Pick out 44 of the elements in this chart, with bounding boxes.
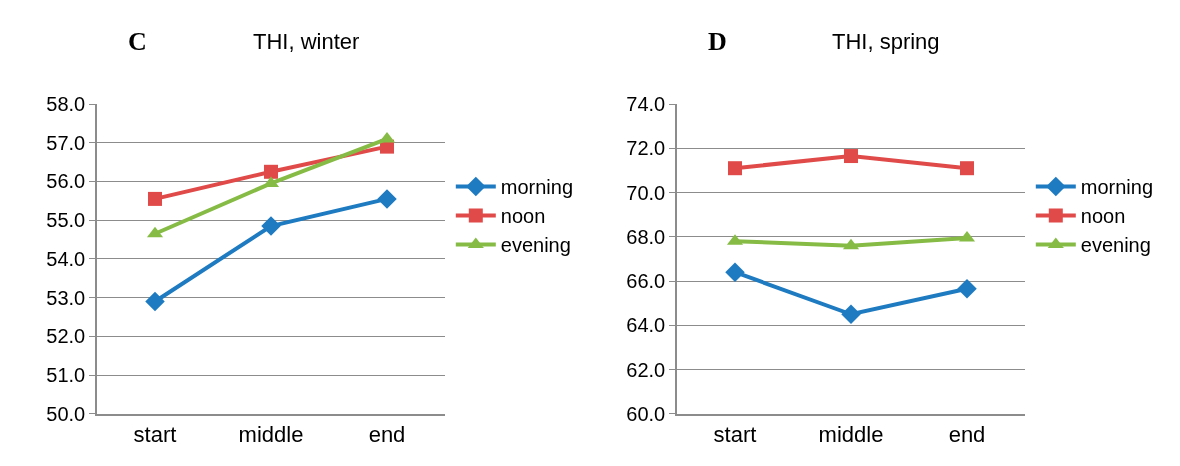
chart-title: THI, winter bbox=[253, 29, 360, 54]
y-tick-label: 66.0 bbox=[626, 270, 666, 293]
y-tick-label: 51.0 bbox=[46, 364, 86, 387]
y-tick-label: 68.0 bbox=[626, 225, 666, 248]
y-tick-label: 70.0 bbox=[626, 181, 666, 204]
point bbox=[844, 149, 858, 164]
y-tick-label: 60.0 bbox=[626, 402, 666, 425]
point bbox=[264, 164, 278, 179]
x-tick-label: end bbox=[368, 422, 406, 447]
y-tick-label: 58.0 bbox=[46, 93, 86, 116]
legend-label: evening bbox=[500, 234, 571, 257]
y-tick-label: 55.0 bbox=[46, 209, 86, 232]
text: D bbox=[708, 27, 727, 56]
y-tick-label: 62.0 bbox=[626, 358, 666, 381]
point bbox=[148, 191, 162, 206]
y-tick-label: 52.0 bbox=[46, 325, 86, 348]
text: C bbox=[128, 27, 147, 56]
point bbox=[841, 304, 861, 325]
x-tick-label: start bbox=[133, 422, 177, 447]
x-tick-label: end bbox=[948, 422, 986, 447]
point bbox=[377, 189, 397, 209]
y-tick-label: 56.0 bbox=[46, 170, 86, 193]
x-tick-label: middle bbox=[818, 422, 884, 447]
y-tick-label: 50.0 bbox=[46, 402, 86, 425]
point bbox=[957, 279, 977, 299]
y-tick-label: 53.0 bbox=[46, 286, 86, 309]
y-tick-label: 54.0 bbox=[46, 247, 86, 270]
y-tick-label: 74.0 bbox=[626, 93, 666, 116]
point bbox=[145, 291, 165, 312]
legend-label: noon bbox=[500, 205, 546, 228]
legend-label: morning bbox=[500, 176, 574, 199]
legend-label: evening bbox=[1080, 234, 1151, 257]
y-tick-label: 64.0 bbox=[626, 314, 666, 337]
chart-title: THI, spring bbox=[832, 29, 940, 54]
y-tick-label: 72.0 bbox=[626, 137, 666, 160]
point bbox=[261, 216, 281, 236]
x-tick-label: middle bbox=[238, 422, 304, 447]
point bbox=[725, 262, 745, 282]
legend-label: noon bbox=[1080, 205, 1126, 228]
x-tick-label: start bbox=[713, 422, 757, 447]
point bbox=[728, 161, 742, 176]
point bbox=[960, 161, 974, 176]
legend-label: morning bbox=[1080, 176, 1154, 199]
y-tick-label: 57.0 bbox=[46, 131, 86, 154]
